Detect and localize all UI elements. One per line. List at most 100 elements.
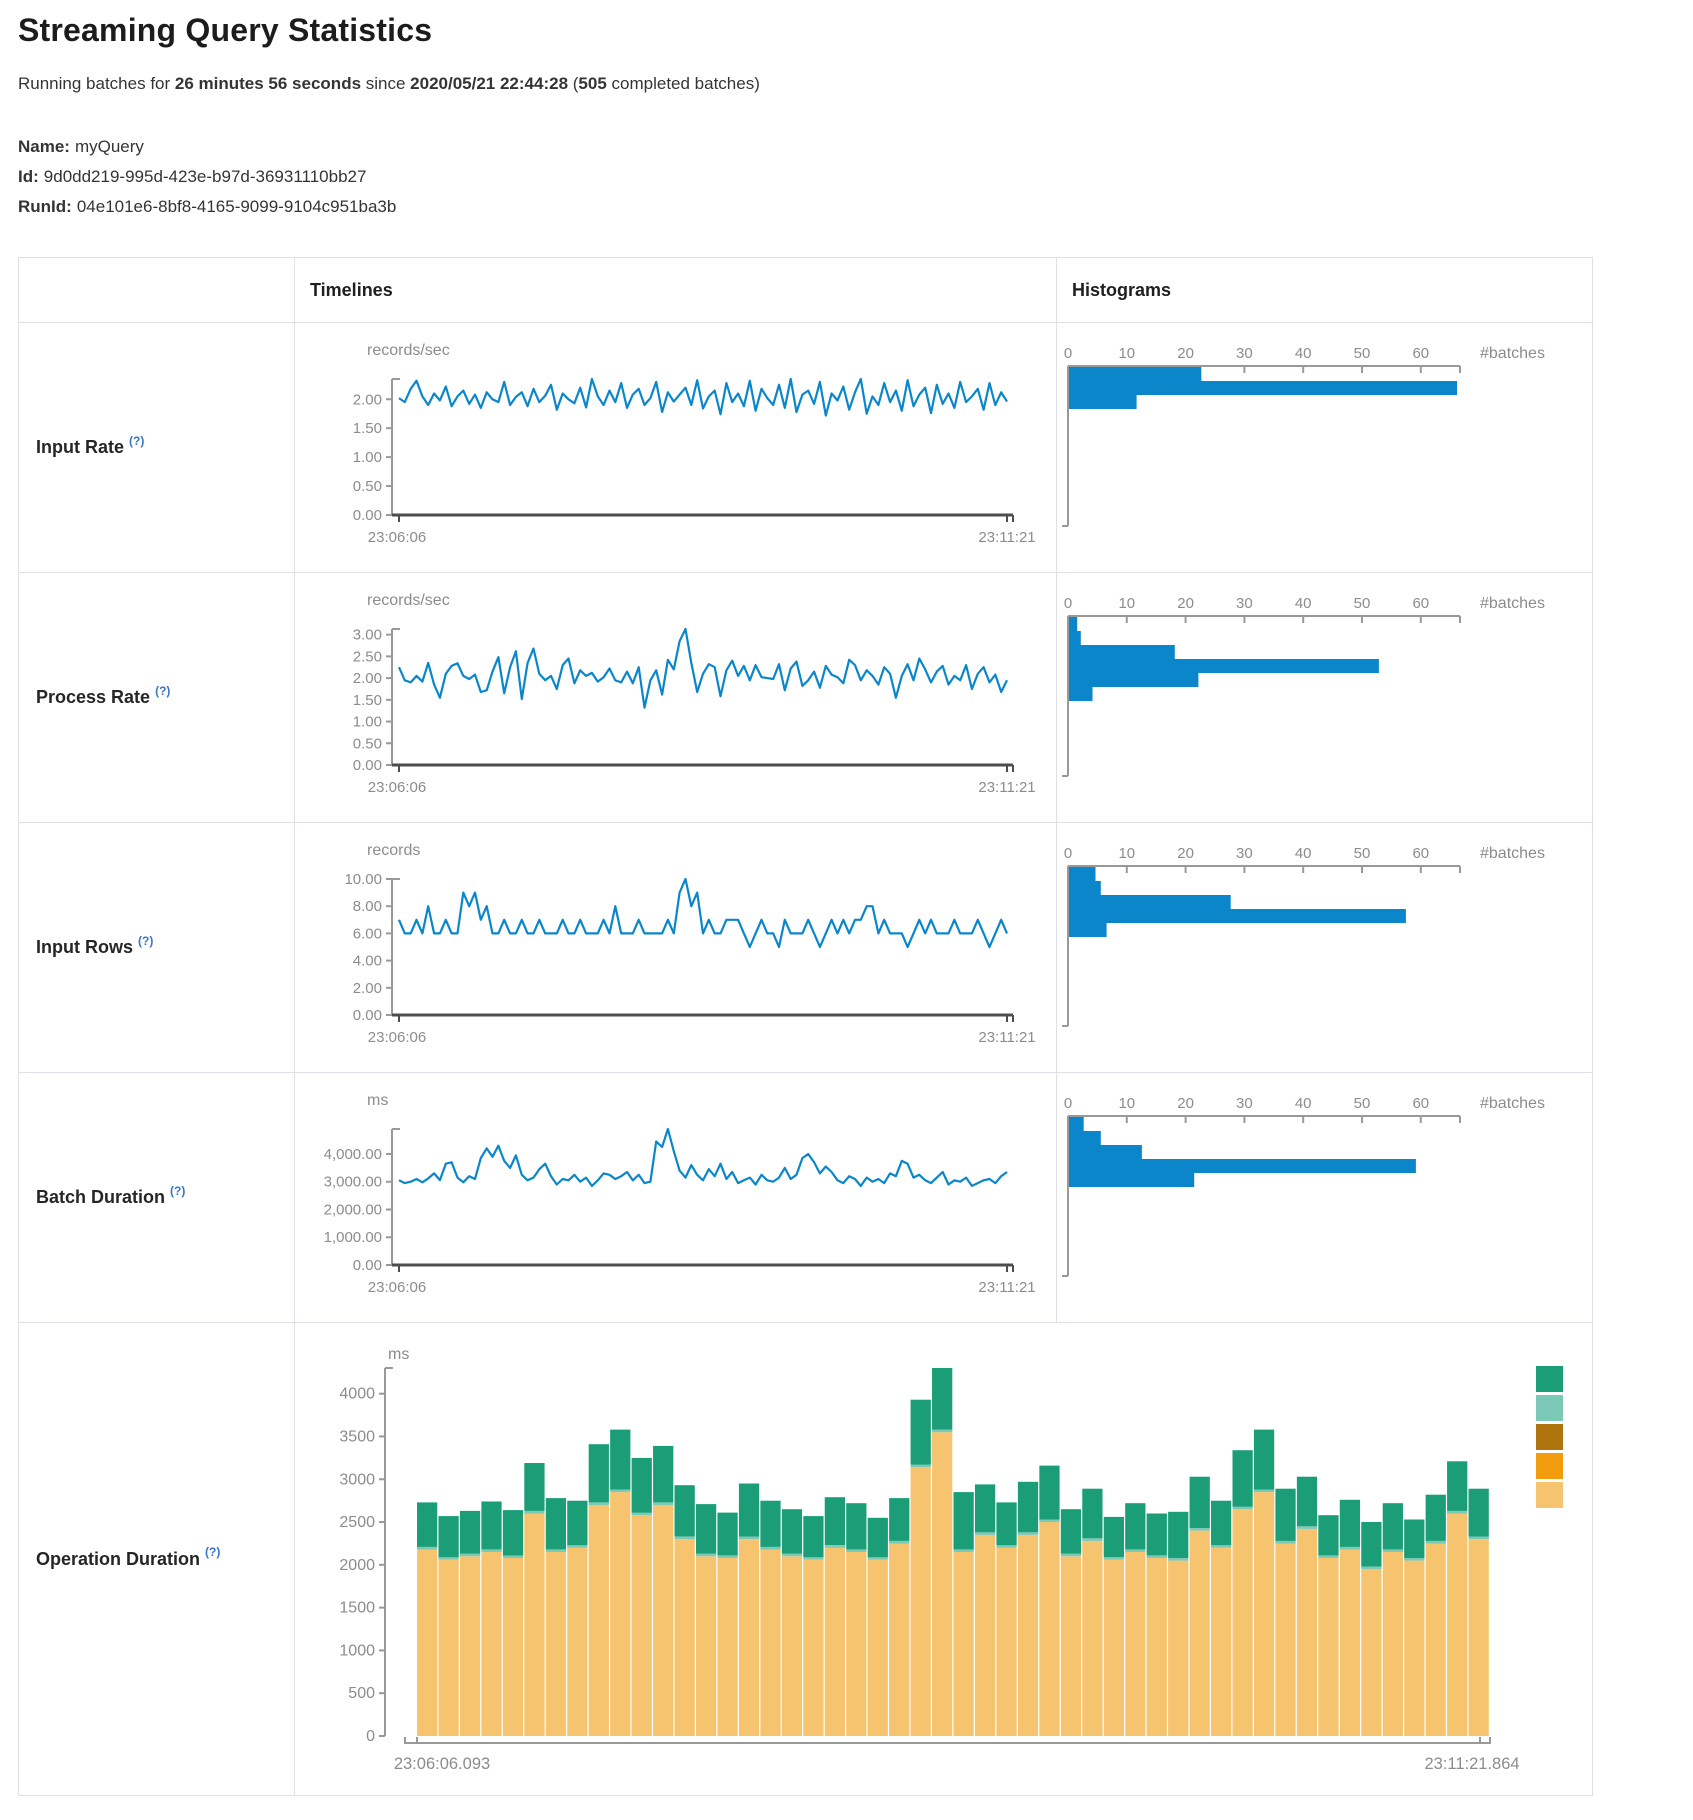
svg-text:ms: ms	[388, 1346, 409, 1363]
name-label: Name:	[18, 137, 70, 156]
corner-header-cell	[19, 258, 294, 322]
row-label-input-rate: Input Rate (?)	[19, 322, 294, 572]
operation-duration-label: Operation Duration	[36, 1548, 201, 1569]
svg-text:1,000.00: 1,000.00	[324, 1229, 382, 1246]
svg-text:40: 40	[1295, 345, 1312, 362]
svg-text:50: 50	[1354, 845, 1371, 862]
svg-text:10: 10	[1118, 345, 1135, 362]
svg-text:0.00: 0.00	[353, 757, 382, 774]
svg-text:#batches: #batches	[1480, 595, 1545, 612]
process-rate-histogram-cell: 0 10 20 30 40 50 60 #batches	[1056, 572, 1593, 822]
help-icon[interactable]: (?)	[170, 1183, 186, 1198]
svg-text:40: 40	[1295, 595, 1312, 612]
svg-text:500: 500	[348, 1685, 375, 1702]
query-name-line: Name: myQuery	[18, 132, 396, 162]
svg-text:2.00: 2.00	[353, 670, 382, 687]
svg-text:23:11:21: 23:11:21	[978, 529, 1035, 546]
svg-text:30: 30	[1236, 345, 1253, 362]
runid-value: 04e101e6-8bf8-4165-9099-9104c951ba3b	[76, 197, 397, 216]
svg-text:10: 10	[1118, 595, 1135, 612]
help-icon[interactable]: (?)	[138, 933, 154, 948]
process-rate-label: Process Rate	[36, 687, 151, 707]
svg-text:50: 50	[1354, 595, 1371, 612]
svg-text:3,000.00: 3,000.00	[324, 1174, 382, 1191]
svg-text:3000: 3000	[339, 1471, 375, 1488]
svg-text:2.50: 2.50	[353, 648, 382, 665]
svg-text:ms: ms	[367, 1092, 388, 1109]
svg-text:30: 30	[1236, 595, 1253, 612]
svg-text:0.00: 0.00	[353, 507, 382, 524]
svg-text:23:06:06: 23:06:06	[368, 1029, 426, 1046]
svg-text:50: 50	[1354, 345, 1371, 362]
svg-text:50: 50	[1354, 1095, 1371, 1112]
svg-text:40: 40	[1295, 845, 1312, 862]
input-rows-timeline-cell: records 10.00 8.00 6.00 4.00 2.00 0.00 23:06:06…	[294, 822, 1056, 1072]
svg-text:#batches: #batches	[1480, 845, 1545, 862]
svg-text:2.00: 2.00	[353, 980, 382, 997]
svg-text:1.50: 1.50	[353, 692, 382, 709]
input-rate-histogram-cell: 0 10 20 30 40 50 60 #batches	[1056, 322, 1593, 572]
svg-text:60: 60	[1412, 845, 1429, 862]
batch-duration-timeline-chart: ms 4,000.00 3,000.00 2,000.00 1,000.00 0.00 23…	[324, 1092, 1036, 1296]
svg-text:4000: 4000	[339, 1386, 375, 1403]
svg-text:23:11:21: 23:11:21	[978, 779, 1035, 796]
input-rate-histogram-chart: 0 10 20 30 40 50 60 #batches	[1062, 345, 1545, 527]
svg-text:8.00: 8.00	[353, 898, 382, 915]
svg-text:1.00: 1.00	[353, 714, 382, 731]
operation-duration-chart-cell: ms 4000 3500 3000 2500 2000 1500 1000 500 0 23:06:…	[294, 1322, 1593, 1795]
batch-duration-histogram-cell: 0 10 20 30 40 50 60 #batches	[1056, 1072, 1593, 1322]
svg-text:23:06:06: 23:06:06	[368, 1279, 426, 1296]
process-rate-timeline-chart: records/sec 3.00 2.50 2.00 1.50 1.00 0.50 0.00 2…	[353, 592, 1036, 796]
svg-text:0.00: 0.00	[353, 1257, 382, 1274]
histograms-header: Histograms	[1056, 258, 1593, 322]
svg-text:4.00: 4.00	[353, 953, 382, 970]
row-label-operation-duration: Operation Duration (?)	[19, 1322, 294, 1795]
svg-text:1000: 1000	[339, 1642, 375, 1659]
help-icon[interactable]: (?)	[205, 1545, 221, 1559]
svg-text:0.00: 0.00	[353, 1007, 382, 1024]
legend-swatch	[1536, 1482, 1563, 1508]
status-prefix: Running batches for	[18, 74, 175, 93]
svg-text:40: 40	[1295, 1095, 1312, 1112]
svg-text:3500: 3500	[339, 1428, 375, 1445]
svg-text:0: 0	[1064, 595, 1072, 612]
svg-text:23:11:21.864: 23:11:21.864	[1424, 1755, 1519, 1773]
legend-swatch	[1536, 1424, 1563, 1450]
query-id-line: Id: 9d0dd219-995d-423e-b97d-36931110bb27	[18, 162, 396, 192]
svg-text:23:06:06: 23:06:06	[368, 779, 426, 796]
svg-text:23:11:21: 23:11:21	[978, 1029, 1035, 1046]
operation-duration-stacked-chart: ms 4000 3500 3000 2500 2000 1500 1000 500 0 23:06:…	[339, 1346, 1563, 1773]
svg-text:20: 20	[1177, 595, 1194, 612]
svg-text:23:11:21: 23:11:21	[978, 1279, 1035, 1296]
batch-duration-timeline-cell: ms 4,000.00 3,000.00 2,000.00 1,000.00 0.00 23…	[294, 1072, 1056, 1322]
svg-text:10.00: 10.00	[344, 871, 382, 888]
row-label-input-rows: Input Rows (?)	[19, 822, 294, 1072]
batch-duration-histogram-chart: 0 10 20 30 40 50 60 #batches	[1062, 1095, 1545, 1277]
svg-text:10: 10	[1118, 1095, 1135, 1112]
svg-text:0: 0	[1064, 845, 1072, 862]
process-rate-histogram-chart: 0 10 20 30 40 50 60 #batches	[1062, 595, 1545, 777]
id-label: Id:	[18, 167, 39, 186]
query-meta: Name: myQuery Id: 9d0dd219-995d-423e-b97d-…	[18, 132, 396, 222]
svg-text:6.00: 6.00	[353, 925, 382, 942]
svg-text:records: records	[367, 842, 420, 859]
svg-text:10: 10	[1118, 845, 1135, 862]
svg-text:0: 0	[1064, 1095, 1072, 1112]
help-icon[interactable]: (?)	[155, 683, 171, 698]
help-icon[interactable]: (?)	[129, 433, 145, 448]
input-rate-label: Input Rate	[36, 437, 124, 457]
input-rate-timeline-chart: records/sec 2.00 1.50 1.00 0.50 0.00 23:06:06 2…	[353, 342, 1036, 546]
svg-text:60: 60	[1412, 1095, 1429, 1112]
svg-text:60: 60	[1412, 345, 1429, 362]
svg-text:30: 30	[1236, 845, 1253, 862]
running-duration: 26 minutes 56 seconds	[174, 74, 362, 93]
svg-text:0.50: 0.50	[353, 735, 382, 752]
svg-text:2.00: 2.00	[353, 391, 382, 408]
svg-text:60: 60	[1412, 595, 1429, 612]
input-rows-label: Input Rows	[36, 937, 133, 957]
legend-swatch	[1536, 1395, 1563, 1421]
status-mid: since	[361, 74, 411, 93]
query-runid-line: RunId: 04e101e6-8bf8-4165-9099-9104c951ba…	[18, 192, 396, 222]
svg-text:0: 0	[366, 1728, 375, 1745]
